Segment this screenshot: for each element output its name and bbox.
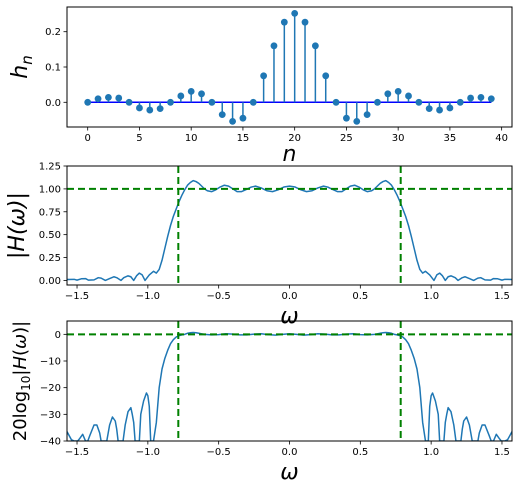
y-tick-label: 0.25 (39, 253, 61, 264)
stem-marker (446, 104, 454, 112)
stem-marker (415, 98, 423, 106)
y-tick-label: 0.1 (45, 63, 61, 74)
stem-marker (208, 98, 216, 106)
y-tick-label: 0 (55, 330, 61, 341)
stem-marker (229, 117, 236, 125)
x-tick-label: 0.0 (282, 291, 298, 302)
x-tick-label: 0.0 (282, 447, 298, 458)
x-axis-label: ω (280, 304, 298, 329)
stem-marker (249, 98, 257, 106)
y-tick-label: −40 (40, 437, 61, 448)
axes-frame (66, 165, 513, 286)
x-tick-label: 25 (340, 133, 353, 144)
stem-marker (136, 104, 143, 112)
decibel-response-panel: −1.5 −1.0 −0.5 0.0 0.5 1.0 1.5 −40 −30 −20 −10 0 ω 20… (10, 320, 513, 485)
stem-marker (467, 94, 475, 102)
y-axis-label: hn (8, 55, 36, 78)
stem-marker (239, 114, 247, 122)
y-tick-label: −10 (40, 357, 61, 368)
x-tick-label: −1.5 (65, 447, 89, 458)
y-tick-label: 0.75 (39, 207, 61, 218)
x-axis-label: ω (280, 460, 298, 485)
stem-marker (270, 42, 278, 50)
impulse-response-panel: 0 5 10 15 20 25 30 35 40 0.0 0.1 0.2 n hn (8, 6, 513, 167)
x-tick-label: 0 (85, 133, 91, 144)
x-tick-label: 0.5 (352, 447, 368, 458)
y-tick-label: 1.00 (39, 184, 61, 195)
y-tick-label: 0.00 (39, 276, 61, 287)
y-tick-label: 0.50 (39, 230, 61, 241)
x-tick-label: 1.0 (423, 447, 439, 458)
x-tick-label: 10 (185, 133, 198, 144)
decibel-curve (67, 331, 512, 441)
stem-marker (394, 87, 402, 95)
stem-marker (115, 94, 123, 102)
y-tick-label: 1.25 (39, 162, 61, 173)
x-axis-label: n (283, 142, 297, 167)
stem-marker (322, 72, 330, 80)
stem-marker (301, 18, 309, 26)
stem-marker (405, 92, 412, 100)
stem-marker (94, 95, 102, 103)
x-tick-label: −1.0 (136, 447, 160, 458)
x-tick-label: 5 (136, 133, 142, 144)
stem-marker (156, 105, 164, 113)
stem-marker (353, 117, 361, 125)
stem-marker (343, 114, 350, 122)
stem-marker (363, 111, 371, 119)
stem-marker (187, 87, 195, 95)
x-tick-label: 15 (237, 133, 250, 144)
stem-marker (311, 42, 319, 50)
stem-marker (436, 106, 443, 114)
x-tick-label: 30 (392, 133, 405, 144)
stem-marker (291, 9, 299, 17)
stem-marker (84, 98, 92, 106)
stem-marker (260, 72, 268, 80)
stem-marker (374, 98, 381, 106)
stem-marker (218, 111, 226, 119)
y-axis-label: |H(ω)| (5, 192, 30, 259)
stem-marker (177, 92, 185, 100)
y-tick-label: −20 (40, 383, 61, 394)
x-tick-label: 1.0 (423, 291, 439, 302)
stem-marker (477, 93, 485, 101)
y-tick-label: −30 (40, 410, 61, 421)
magnitude-curve (67, 179, 512, 282)
stem-marker (425, 105, 433, 113)
magnitude-response-panel: −1.5 −1.0 −0.5 0.0 0.5 1.0 1.5 0.00 0.25 0.50 0.75… (5, 162, 513, 329)
axes-frame (66, 6, 513, 128)
x-tick-label: 1.5 (494, 447, 510, 458)
y-axis-label: 20log10|H(ω)| (10, 321, 33, 441)
x-tick-label: 1.5 (494, 291, 510, 302)
x-tick-label: 20 (288, 133, 301, 144)
x-tick-label: 0.5 (352, 291, 368, 302)
stem-marker (456, 98, 464, 106)
stem-marker (167, 98, 174, 106)
stem-marker (125, 98, 133, 106)
y-tick-label: 0.0 (45, 98, 61, 109)
y-tick-label: 0.2 (45, 27, 61, 38)
stem-marker (104, 93, 112, 101)
stem-marker (198, 90, 205, 98)
stem-marker (280, 18, 288, 26)
x-tick-label: −1.0 (136, 291, 160, 302)
stem-marker (384, 90, 392, 98)
x-tick-label: −0.5 (207, 447, 231, 458)
x-tick-label: −0.5 (207, 291, 231, 302)
x-tick-label: −1.5 (65, 291, 89, 302)
stem-marker (487, 95, 495, 103)
x-tick-label: 35 (444, 133, 457, 144)
x-tick-label: 40 (495, 133, 508, 144)
stem-marker (146, 106, 154, 114)
stem-marker (332, 98, 340, 106)
